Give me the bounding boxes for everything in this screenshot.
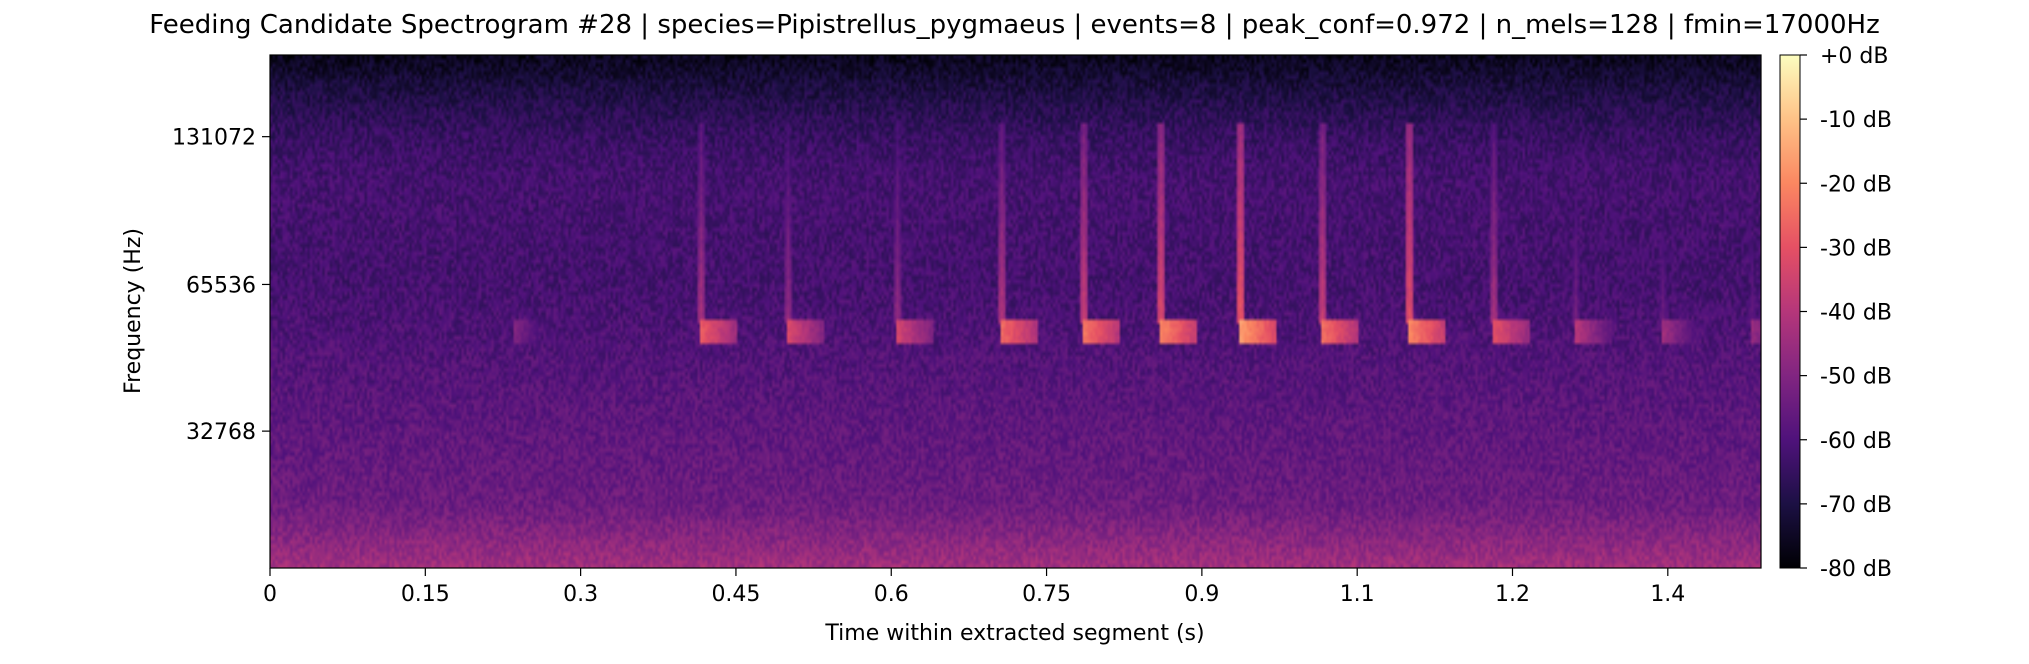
colorbar-tick-label: +0 dB <box>1820 44 1888 69</box>
colorbar-tick-label: -40 dB <box>1820 301 1892 326</box>
x-tick-label: 1.1 <box>1340 582 1375 607</box>
colorbar-gradient <box>1779 54 1801 569</box>
x-axis: 0 0.15 0.3 0.45 0.6 0.75 0.9 1.1 1.2 1.4 <box>263 568 1685 607</box>
x-tick-label: 1.2 <box>1495 582 1530 607</box>
x-tick-label: 0.75 <box>1022 582 1071 607</box>
y-tick-label: 65536 <box>186 273 256 298</box>
x-tick-label: 0.45 <box>711 582 760 607</box>
x-axis-label: Time within extracted segment (s) <box>824 621 1204 646</box>
spectrogram-image <box>270 55 1761 568</box>
y-axis-label: Frequency (Hz) <box>121 228 146 394</box>
y-tick-label: 32768 <box>186 420 256 445</box>
x-tick-label: 0.9 <box>1184 582 1219 607</box>
colorbar-tick-label: -50 dB <box>1820 365 1892 390</box>
x-tick-label: 0.6 <box>874 582 909 607</box>
colorbar-tick-label: -60 dB <box>1820 429 1892 454</box>
colorbar: +0 dB -10 dB -20 dB -30 dB -40 dB -50 dB -60 d… <box>1779 44 1892 582</box>
colorbar-tick-label: -10 dB <box>1820 108 1892 133</box>
colorbar-tick-label: -70 dB <box>1820 493 1892 518</box>
spectrogram-plot-area <box>269 54 1762 569</box>
colorbar-tick-label: -20 dB <box>1820 172 1892 197</box>
plot-frame <box>269 54 1762 569</box>
x-tick-label: 0.3 <box>563 582 598 607</box>
colorbar-tick-label: -30 dB <box>1820 236 1892 261</box>
colorbar-tick-label: -80 dB <box>1820 557 1892 582</box>
x-tick-label: 0 <box>263 582 277 607</box>
y-tick-label: 131072 <box>172 126 256 151</box>
x-tick-label: 0.15 <box>401 582 450 607</box>
y-axis: 131072 65536 32768 <box>172 126 270 445</box>
x-tick-label: 1.4 <box>1650 582 1685 607</box>
chart-title: Feeding Candidate Spectrogram #28 | spec… <box>149 10 1880 40</box>
